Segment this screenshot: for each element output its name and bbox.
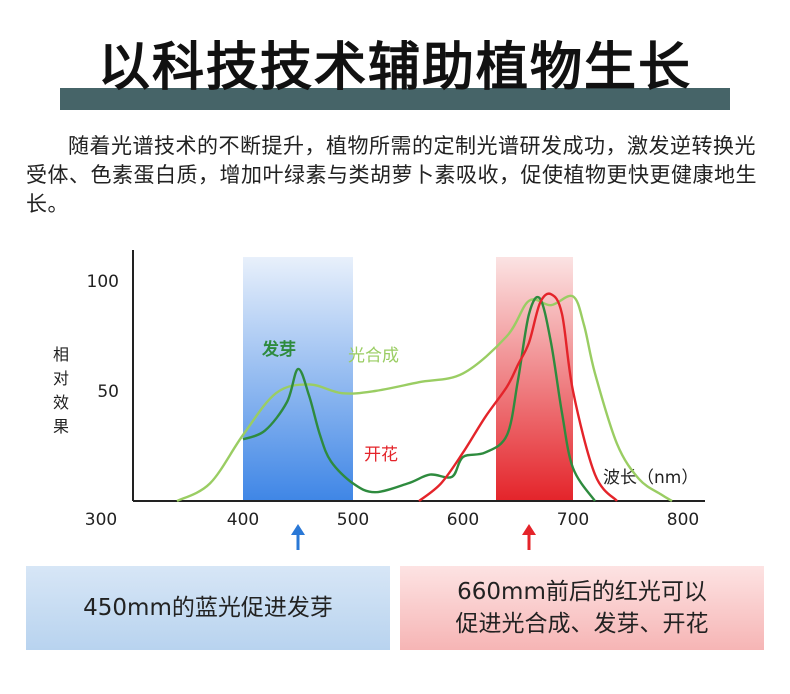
x-tick-label: 700 — [557, 510, 589, 530]
band-blue — [243, 257, 353, 501]
x-tick-label: 400 — [227, 510, 259, 530]
y-tick-label: 50 — [97, 382, 119, 402]
band-red — [496, 257, 573, 501]
red-light-info-box: 660mm前后的红光可以 促进光合成、发芽、开花 — [400, 566, 764, 650]
x-tick-label: 500 — [337, 510, 369, 530]
series-flowering-line — [418, 292, 618, 502]
title-underline-band — [60, 88, 730, 110]
x-axis-label: 波长（nm） — [603, 468, 698, 488]
title-area: 以科技技术辅助植物生长 — [0, 28, 790, 110]
blue-light-info-text: 450mm的蓝光促进发芽 — [83, 595, 333, 621]
red-arrow-head — [522, 524, 536, 535]
page-title: 以科技技术辅助植物生长 — [97, 38, 692, 98]
intro-paragraph: 随着光谱技术的不断提升，植物所需的定制光谱研发成功，激发逆转换光受体、色素蛋白质… — [26, 134, 757, 216]
x-tick-label: 800 — [667, 510, 699, 530]
label-photosynthesis: 光合成 — [348, 346, 399, 366]
label-flowering: 开花 — [364, 445, 398, 465]
blue-arrow-head — [291, 524, 305, 535]
y-axis-label: 相对效果 — [53, 345, 69, 436]
series-germination-line — [242, 295, 596, 502]
x-tick-label: 600 — [447, 510, 479, 530]
x-tick-label: 300 — [85, 510, 117, 530]
red-light-info-line-2: 促进光合成、发芽、开花 — [455, 611, 709, 637]
y-tick-label: 100 — [87, 272, 119, 292]
blue-light-info-box: 450mm的蓝光促进发芽 — [26, 566, 390, 650]
series-photosynthesis-line — [176, 294, 673, 503]
label-germination: 发芽 — [261, 339, 296, 360]
red-light-info-line-1: 660mm前后的红光可以 — [457, 579, 707, 605]
